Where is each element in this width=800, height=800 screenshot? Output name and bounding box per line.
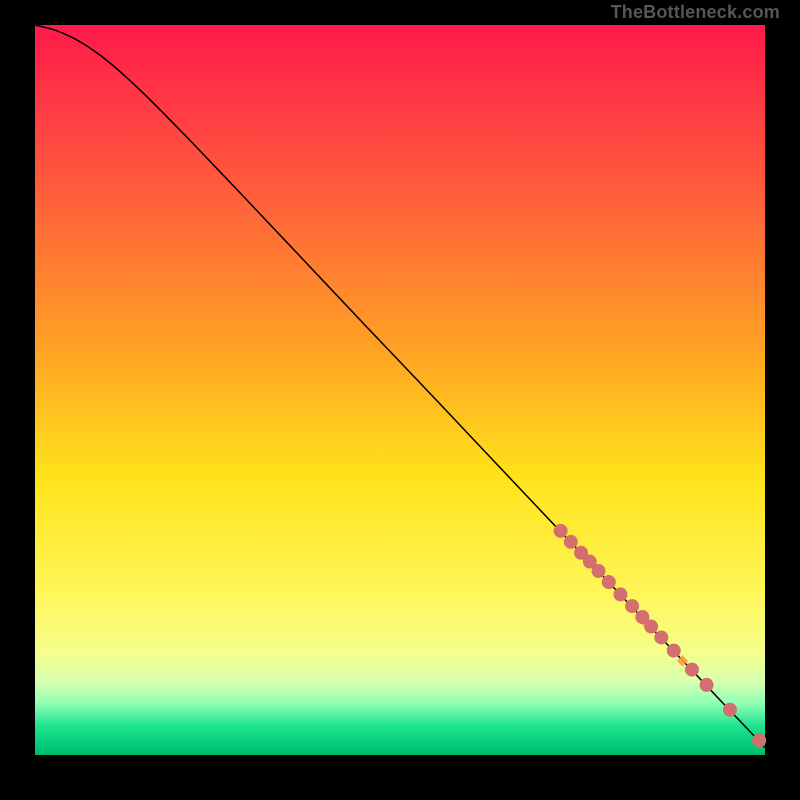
chart-frame: TheBottleneck.com (0, 0, 800, 800)
watermark-text: TheBottleneck.com (611, 2, 780, 23)
scatter-point (626, 600, 639, 613)
plot-background (35, 25, 765, 755)
scatter-point (564, 535, 577, 548)
scatter-point (723, 703, 736, 716)
scatter-point (592, 565, 605, 578)
scatter-point (614, 588, 627, 601)
scatter-point (602, 575, 615, 588)
scatter-point (655, 631, 668, 644)
plot-svg (0, 0, 800, 800)
scatter-point (700, 678, 713, 691)
scatter-point (554, 524, 567, 537)
scatter-point (686, 663, 699, 676)
scatter-point (645, 620, 658, 633)
scatter-point (667, 644, 680, 657)
scatter-point (753, 734, 766, 747)
